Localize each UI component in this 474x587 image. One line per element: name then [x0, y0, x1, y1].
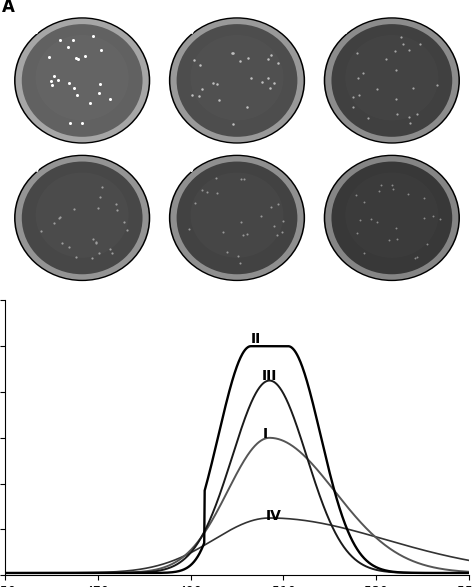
Text: (a): (a): [23, 24, 40, 34]
Ellipse shape: [324, 17, 460, 144]
Text: IV: IV: [266, 509, 282, 523]
Ellipse shape: [22, 24, 143, 137]
Ellipse shape: [171, 156, 303, 280]
Ellipse shape: [169, 155, 305, 281]
Ellipse shape: [16, 19, 149, 142]
Ellipse shape: [346, 35, 438, 120]
Ellipse shape: [325, 156, 458, 280]
Ellipse shape: [325, 19, 458, 142]
Ellipse shape: [36, 35, 128, 120]
Ellipse shape: [36, 173, 128, 258]
Text: A: A: [1, 0, 15, 16]
Ellipse shape: [169, 17, 305, 144]
Text: (b): (b): [178, 24, 195, 34]
Ellipse shape: [177, 24, 297, 137]
Ellipse shape: [177, 161, 297, 274]
Ellipse shape: [331, 161, 452, 274]
Text: I: I: [262, 427, 267, 441]
Ellipse shape: [16, 156, 149, 280]
Ellipse shape: [14, 155, 150, 281]
Text: (c): (c): [333, 24, 349, 34]
Ellipse shape: [22, 161, 143, 274]
Text: (f): (f): [333, 161, 347, 171]
Ellipse shape: [14, 17, 150, 144]
Ellipse shape: [171, 19, 303, 142]
Text: (e): (e): [178, 161, 195, 171]
Text: III: III: [262, 369, 277, 383]
Ellipse shape: [346, 173, 438, 258]
Text: II: II: [250, 332, 261, 346]
Text: (d): (d): [23, 161, 40, 171]
Ellipse shape: [324, 155, 460, 281]
Ellipse shape: [191, 35, 283, 120]
Ellipse shape: [191, 173, 283, 258]
Ellipse shape: [331, 24, 452, 137]
